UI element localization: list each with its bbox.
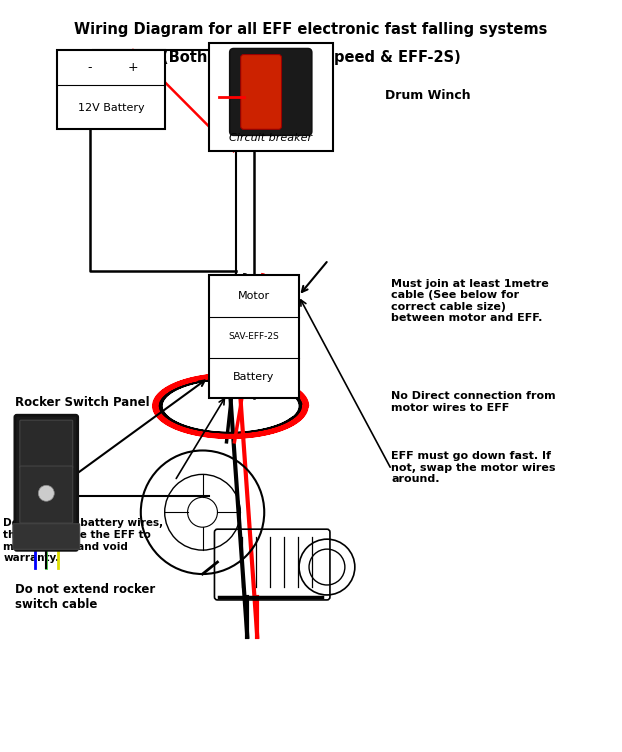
- Text: Motor: Motor: [238, 291, 270, 301]
- FancyBboxPatch shape: [20, 420, 73, 468]
- Text: (Both EFF- variable speed & EFF-2S): (Both EFF- variable speed & EFF-2S): [162, 50, 460, 65]
- FancyBboxPatch shape: [209, 43, 333, 151]
- FancyBboxPatch shape: [241, 55, 282, 129]
- Text: 12V Battery: 12V Battery: [78, 102, 144, 113]
- Text: -: -: [87, 61, 92, 74]
- Text: Do not cross battery wires,
this will cause the EFF to
malfunction and void
warr: Do not cross battery wires, this will ca…: [3, 518, 164, 563]
- Text: Battery: Battery: [233, 372, 274, 383]
- Text: Wiring Diagram for all EFF electronic fast falling systems: Wiring Diagram for all EFF electronic fa…: [74, 23, 548, 38]
- Text: +: +: [128, 61, 138, 74]
- FancyBboxPatch shape: [20, 466, 73, 523]
- FancyBboxPatch shape: [57, 50, 165, 129]
- FancyBboxPatch shape: [13, 523, 80, 549]
- Text: Do not extend rocker
switch cable: Do not extend rocker switch cable: [15, 584, 155, 611]
- Circle shape: [39, 485, 54, 502]
- FancyBboxPatch shape: [15, 415, 78, 550]
- Text: Circuit breaker: Circuit breaker: [229, 133, 312, 144]
- Text: No Direct connection from
motor wires to EFF: No Direct connection from motor wires to…: [391, 391, 556, 413]
- FancyBboxPatch shape: [230, 49, 312, 135]
- Text: Rocker Switch Panel: Rocker Switch Panel: [15, 396, 149, 409]
- FancyBboxPatch shape: [209, 274, 299, 399]
- Text: Drum Winch: Drum Winch: [385, 89, 471, 102]
- Text: EFF must go down fast. If
not, swap the motor wires
around.: EFF must go down fast. If not, swap the …: [391, 451, 556, 484]
- Text: Must join at least 1metre
cable (See below for
correct cable size)
between motor: Must join at least 1metre cable (See bel…: [391, 278, 549, 323]
- Text: SAV-EFF-2S: SAV-EFF-2S: [228, 332, 279, 341]
